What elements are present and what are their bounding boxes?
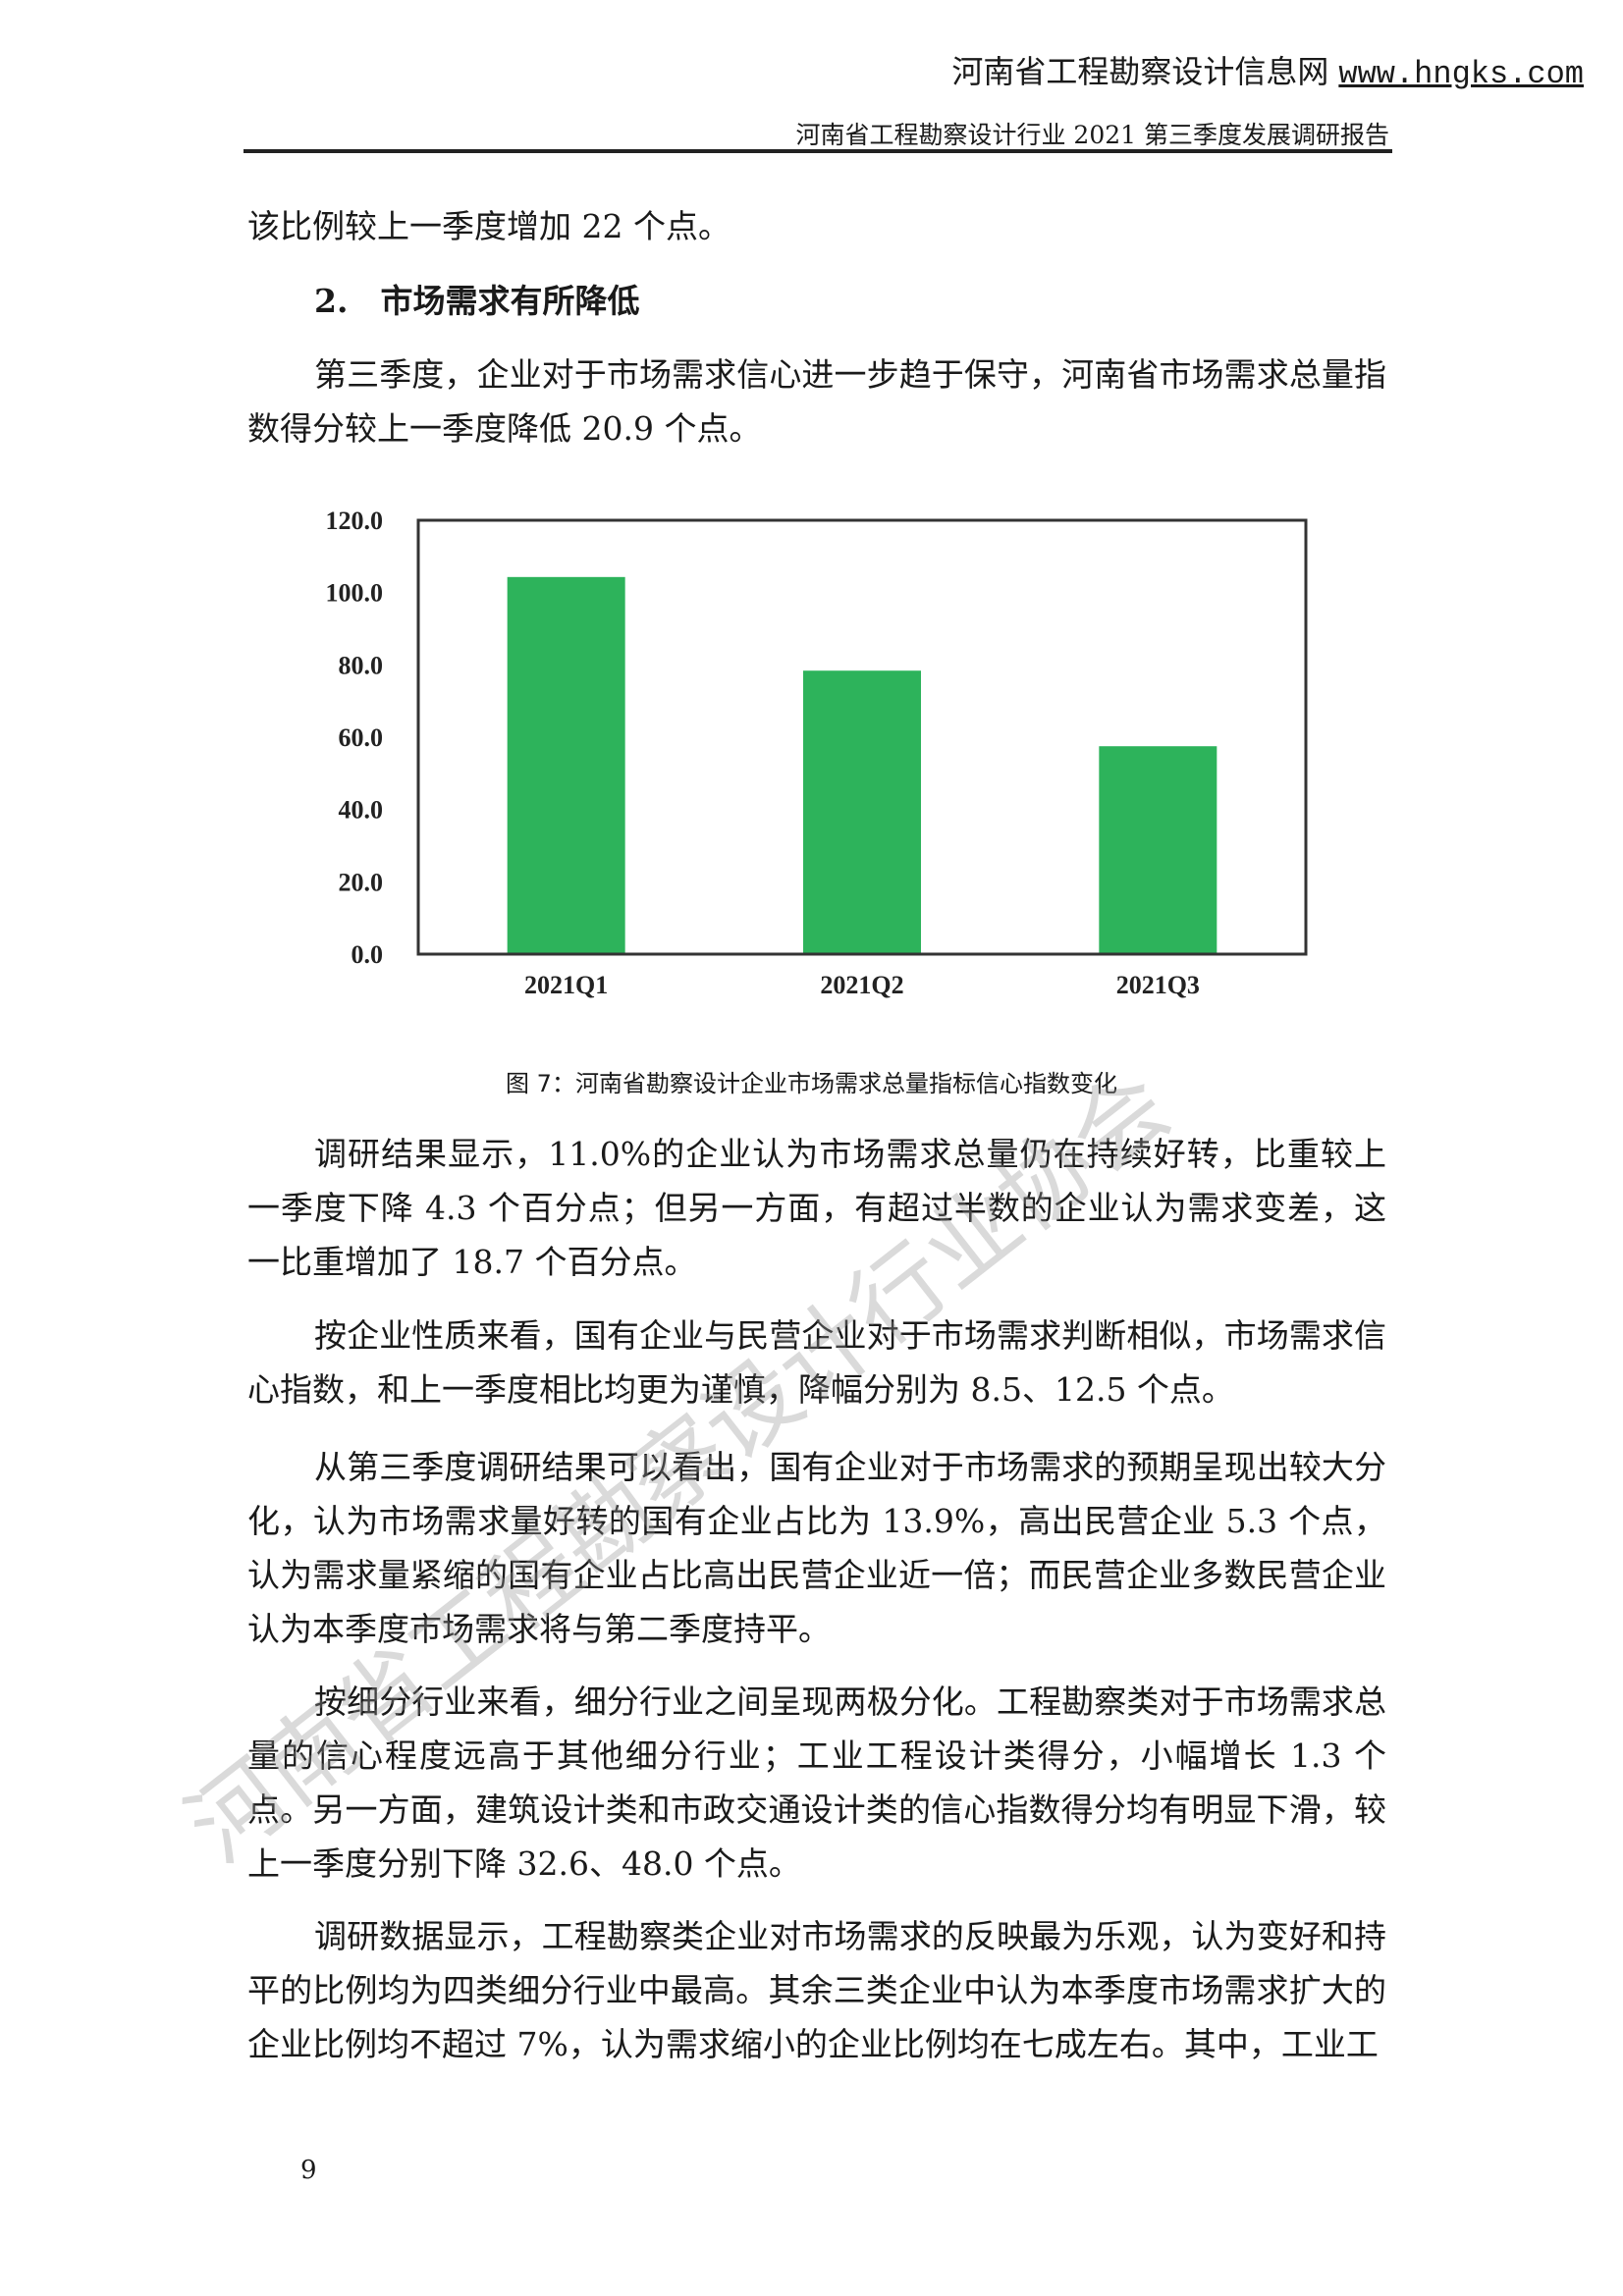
y-tick-label: 80.0 xyxy=(339,651,384,679)
bar xyxy=(1099,746,1217,954)
page-number: 9 xyxy=(300,2156,317,2185)
paragraph: 调研结果显示，11.0%的企业认为市场需求总量仍在持续好转，比重较上一季度下降 … xyxy=(247,1135,1386,1281)
bar xyxy=(507,576,625,954)
y-tick-label: 20.0 xyxy=(339,868,384,896)
section-heading: 2. 市场需求有所降低 xyxy=(314,282,640,320)
figure-caption: 图 7：河南省勘察设计企业市场需求总量指标信心指数变化 xyxy=(506,1070,1117,1097)
bar-chart: 2021Q1 2021Q2 2021Q3 0.0 20.0 40.0 60.0 80.0 100… xyxy=(326,507,1308,999)
y-tick-label: 60.0 xyxy=(339,723,384,752)
x-tick-label: 2021Q1 xyxy=(524,971,608,999)
header-divider xyxy=(243,149,1392,153)
y-tick-label: 100.0 xyxy=(326,579,384,608)
paragraph: 按细分行业来看，细分行业之间呈现两极分化。工程勘察类对于市场需求总量的信心程度远… xyxy=(247,1682,1386,1883)
x-tick-label: 2021Q3 xyxy=(1116,971,1200,999)
paragraph: 从第三季度调研结果可以看出，国有企业对于市场需求的预期呈现出较大分化，认为市场需… xyxy=(247,1448,1386,1648)
paragraph: 按企业性质来看，国有企业与民营企业对于市场需求判断相似，市场需求信心指数，和上一… xyxy=(247,1316,1386,1409)
paragraph: 该比例较上一季度增加 22 个点。 xyxy=(247,207,730,245)
y-tick-label: 120.0 xyxy=(326,507,384,535)
report-title: 河南省工程勘察设计行业 2021 第三季度发展调研报告 xyxy=(795,121,1389,149)
site-header: 河南省工程勘察设计信息网 www.hngks.com xyxy=(951,47,1584,92)
paragraph: 第三季度，企业对于市场需求信心进一步趋于保守，河南省市场需求总量指数得分较上一季… xyxy=(247,355,1386,448)
site-name: 河南省工程勘察设计信息网 xyxy=(951,53,1329,90)
site-url-link[interactable]: www.hngks.com xyxy=(1338,56,1584,92)
y-tick-label: 40.0 xyxy=(339,796,384,825)
y-tick-label: 0.0 xyxy=(352,940,384,969)
x-tick-label: 2021Q2 xyxy=(820,971,903,999)
bar xyxy=(803,670,921,954)
plot-frame xyxy=(416,518,1308,956)
paragraph: 调研数据显示，工程勘察类企业对市场需求的反映最为乐观，认为变好和持平的比例均为四… xyxy=(247,1917,1386,2063)
